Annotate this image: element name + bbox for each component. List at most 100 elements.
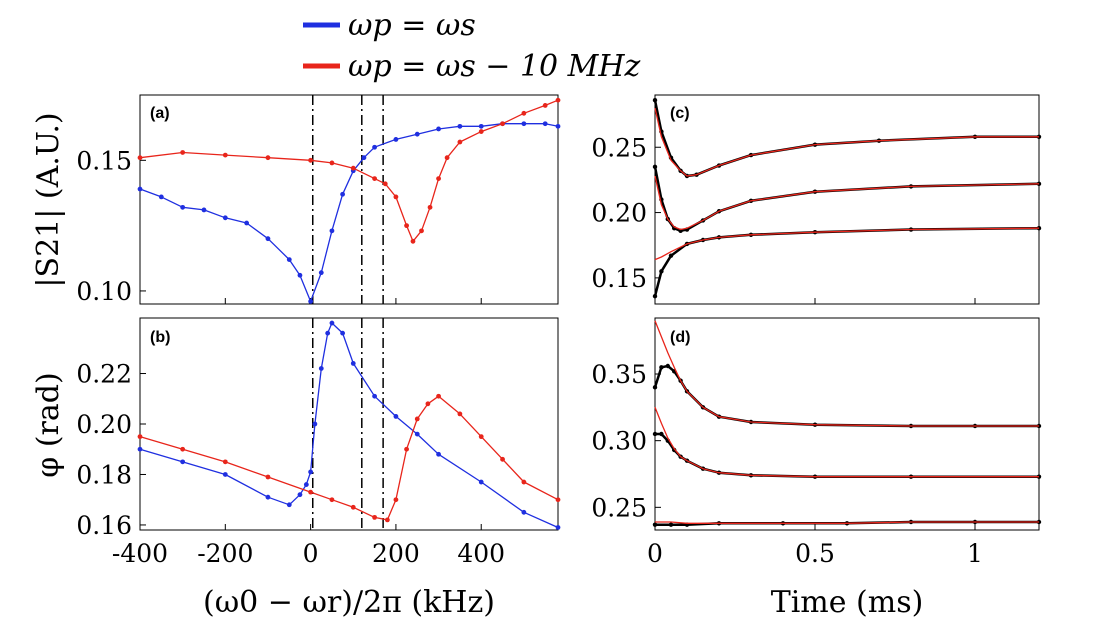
panel-b-series-1-point: [457, 411, 463, 417]
panel-c-series-0-point: [652, 98, 658, 103]
panel-a-series-1-point: [265, 155, 271, 161]
panel-b-series-0-point: [521, 509, 527, 515]
panel-c-series-2-line: [653, 166, 1040, 233]
panel-a-series-1-point: [382, 181, 388, 187]
panel-a-series-1-point: [419, 228, 424, 234]
panel-a-label: (a): [150, 105, 170, 122]
panel-b-series-1-point: [308, 489, 314, 495]
panel-b-series-0-point: [312, 421, 318, 427]
panel-c-series-2-point: [652, 164, 658, 170]
panel-c-series-3-line: [654, 175, 1040, 231]
panel-b-series-0-point: [555, 525, 561, 530]
panel-a-series-1-point: [350, 165, 356, 171]
panel-a-series-1-point: [372, 176, 377, 182]
left-xtick-label: 200: [372, 539, 420, 568]
panel-b-series-1-point: [500, 456, 505, 462]
panel-b-series-0-point: [265, 494, 271, 500]
panel-c-series-5-line: [654, 227, 1040, 261]
panel-a-series-0-line: [139, 123, 559, 303]
panel-a-series-0-point: [457, 123, 463, 129]
panel-d-series-2-line: [655, 432, 1039, 478]
panel-a-series-0-point: [372, 144, 377, 150]
left-xtick-label: -400: [112, 539, 168, 568]
panel-a-series-1-point: [222, 152, 228, 158]
panel-b-ytick-label: 0.20: [76, 410, 132, 439]
panel-a-series-0-point: [329, 228, 335, 234]
panel-b-series-0-point: [318, 366, 324, 371]
panel-b-series-1-point: [393, 497, 399, 503]
panel-a-series-1-point: [555, 97, 561, 103]
panel-d-ytick-label: 0.25: [591, 493, 647, 522]
panel-d-series-5-line: [655, 521, 1039, 524]
panel-b-series-1-point: [372, 514, 377, 520]
panel-d-series-4-point: [668, 522, 674, 527]
panel-b-series-0-point: [303, 482, 309, 487]
left-xlabel: (ω0 − ωr)/2π (kHz): [203, 585, 495, 620]
vlines-layer: [311, 95, 384, 530]
panel-c-series-1-line: [654, 107, 1039, 177]
panel-c-series-4-point: [668, 253, 674, 258]
panel-b-ylabel: φ (rad): [31, 372, 66, 477]
panel-b-series-0-point: [180, 459, 186, 465]
panel-a-series-1-point: [410, 238, 416, 244]
panel-b-series-1-point: [404, 446, 409, 452]
panel-b-series-0-point: [478, 479, 484, 485]
left-xtick-label: 400: [457, 539, 505, 568]
panel-b-series-1-point: [436, 393, 441, 399]
panel-b-series-0-point: [325, 330, 331, 336]
panel-a-series-0-point: [436, 126, 441, 132]
panel-d-series-4-point: [652, 522, 658, 527]
panel-a-series-0-point: [286, 257, 292, 262]
panel-a-series-0-point: [297, 272, 303, 278]
panel-b-series-0-point: [329, 320, 335, 326]
panel-a-series-0-point: [201, 207, 207, 213]
panel-a-series-1-point: [457, 139, 463, 145]
panel-d-series-0-line: [653, 364, 1039, 428]
panel-a-series-0-point: [180, 204, 186, 210]
right-xtick-label: 0.5: [795, 539, 835, 568]
panel-b-series-1-point: [555, 497, 561, 503]
panel-b-series-0-point: [372, 393, 377, 399]
panel-a-series-0-point: [521, 121, 527, 127]
panel-b-ytick-label: 0.22: [76, 360, 132, 389]
panel-a-series-0-point: [158, 194, 164, 200]
panel-d-series-0-point: [665, 363, 670, 369]
panel-d-series-1-line: [654, 320, 1039, 427]
panel-a-series-1-point: [436, 176, 441, 182]
panel-c-ytick-label: 0.25: [591, 133, 647, 162]
panel-d-ytick-label: 0.35: [591, 360, 647, 389]
panel-b-series-1-point: [329, 497, 335, 503]
legend: ωp = ωs ωp = ωs − 10 MHz: [303, 8, 641, 84]
panel-a-series-0-point: [361, 155, 367, 161]
panel-b-series-1-point: [265, 474, 271, 480]
panel-b-series-0-point: [340, 330, 346, 336]
panel-b-series-1-point: [425, 401, 431, 407]
panel-a-series-1-point: [427, 204, 433, 210]
panel-b-series-0-point: [393, 414, 399, 419]
panel-c-series-4-point: [659, 269, 664, 274]
panel-a-series-1-point: [404, 223, 409, 229]
panel-b-label: (b): [150, 329, 170, 346]
panel-b-series-1-point: [350, 504, 356, 510]
panel-a-series-0-point: [244, 220, 250, 226]
panel-b-series-0-point: [297, 492, 303, 498]
panel-b-series-1-point: [180, 446, 186, 452]
panel-a-series-0-point: [137, 186, 143, 192]
panel-b-series-0-line: [139, 322, 559, 529]
panel-b-series-0-point: [137, 446, 143, 452]
left-xtick-label: 0: [303, 539, 319, 568]
panel-b-ytick-label: 0.18: [76, 460, 132, 489]
panel-a-series-0-point: [414, 131, 420, 137]
legend-label-red: ωp = ωs − 10 MHz: [348, 49, 641, 84]
legend-label-blue: ωp = ωs: [348, 8, 476, 43]
panel-d-series-2-point: [659, 431, 664, 437]
panel-c-ytick-label: 0.20: [591, 199, 647, 228]
panel-a-series-1-point: [500, 121, 505, 127]
panel-d-label: (d): [670, 329, 690, 346]
panel-b-series-1-point: [414, 416, 420, 422]
panel-b-series-1-point: [137, 434, 143, 440]
series-layer: [137, 97, 1042, 530]
panel-a-series-1-point: [478, 129, 484, 134]
panel-a-ytick-label: 0.15: [76, 146, 132, 175]
